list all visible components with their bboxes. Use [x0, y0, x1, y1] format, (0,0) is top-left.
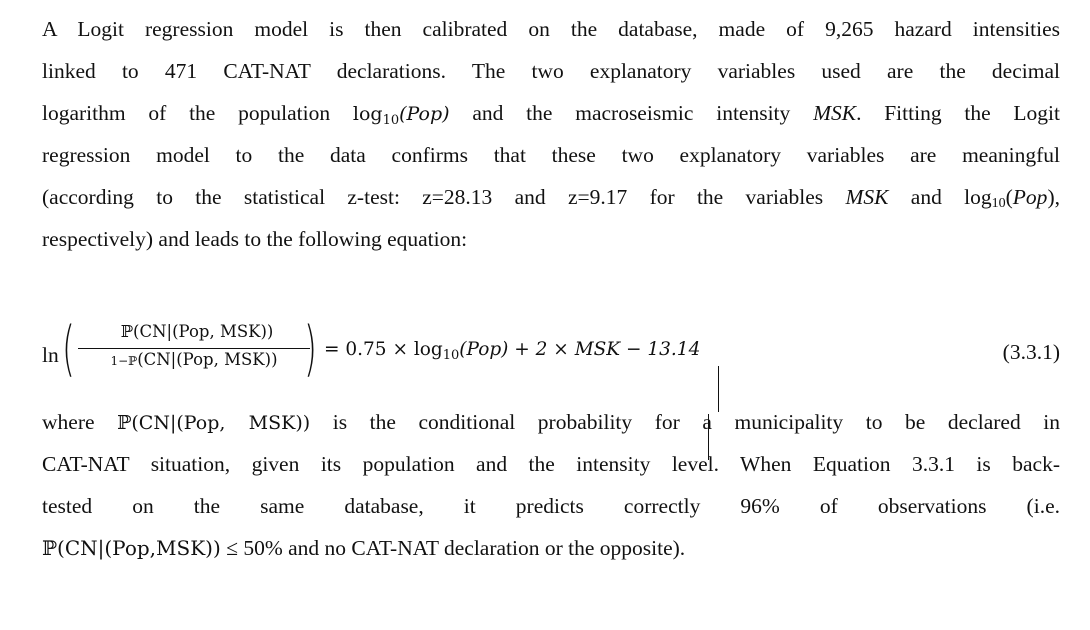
equation-fraction-bar	[78, 348, 310, 349]
equation-rhs: = 0.75 × log10(Pop) + 2 × MSK − 13.14	[324, 339, 700, 363]
paragraph1-line4: regression model to the data confirms th…	[42, 143, 1060, 167]
equation-ln: ln	[42, 343, 59, 367]
text-cursor-line	[718, 366, 719, 412]
paragraph1-line5: (according to the statistical z-test: z=…	[42, 182, 1060, 219]
paragraph1-line3-text-a: logarithm of the population	[42, 101, 353, 125]
equation-number: (3.3.1)	[1002, 340, 1060, 364]
paragraph1-line3: logarithm of the population log10(Pop) a…	[42, 98, 1060, 136]
conditional-probability-expr: ℙ(CN|(Pop, MSK))	[117, 412, 311, 434]
probability-expr-2: ℙ(CN|(Pop,MSK))	[42, 536, 221, 560]
equation-3-3-1: ln ( ℙ(CN|(Pop, MSK)) 1−ℙ(CN|(Pop, MSK))…	[42, 314, 1060, 390]
equation-numerator: ℙ(CN|(Pop, MSK))	[120, 322, 274, 341]
pop-variable: (Pop)	[399, 103, 450, 125]
paragraph1-line3-text-c: . Fitting the Logit	[856, 101, 1060, 125]
equation-denominator-body: (CN|(Pop, MSK))	[137, 350, 278, 369]
text-cursor-line-lower	[708, 414, 709, 460]
paragraph2-line2: CAT-NAT situation, given its population …	[42, 452, 1060, 476]
msk-variable: MSK	[813, 101, 857, 125]
equation-denominator: 1−ℙ(CN|(Pop, MSK))	[78, 350, 310, 369]
paragraph2-line4-text-b: ≤ 50% and no CAT-NAT declaration or the …	[220, 536, 686, 560]
paren-close: ),	[1047, 185, 1060, 209]
log-symbol: log	[352, 103, 383, 125]
equation-rhs-a: = 0.75 × log	[324, 339, 443, 360]
paragraph1-line1: A Logit regression model is then calibra…	[42, 17, 1060, 41]
log-subscript-2: 10	[991, 196, 1006, 211]
paragraph1-line2: linked to 471 CAT-NAT declarations. The …	[42, 59, 1060, 83]
equation-denominator-prefix: 1−ℙ	[110, 354, 138, 368]
paren-open: (	[1005, 185, 1013, 209]
paragraph1-line5-text-b: and log	[888, 185, 992, 209]
paragraph2-line1-text-b: is the conditional probability for a mun…	[310, 410, 1060, 434]
paragraph2-line1: where ℙ(CN|(Pop, MSK)) is the conditiona…	[42, 407, 1060, 438]
equation-left-paren: (	[62, 314, 75, 384]
paragraph2-line1-text-a: where	[42, 410, 118, 434]
equation-rhs-subscript: 10	[442, 348, 460, 363]
equation-right-paren: )	[304, 314, 317, 384]
pop-variable-2: Pop	[1012, 185, 1048, 209]
log-subscript: 10	[382, 113, 400, 128]
paragraph2-line4: ℙ(CN|(Pop,MSK)) ≤ 50% and no CAT-NAT dec…	[42, 533, 1060, 563]
paragraph2-line3: tested on the same database, it predicts…	[42, 494, 1060, 518]
paragraph1-line6: respectively) and leads to the following…	[42, 227, 468, 251]
paragraph1-line3-text-b: and the macroseismic intensity	[449, 101, 814, 125]
paragraph1-line5-text-a: (according to the statistical z-test: z=…	[42, 185, 846, 209]
equation-rhs-b: (Pop) + 2 × MSK − 13.14	[459, 339, 701, 360]
msk-variable-2: MSK	[845, 185, 889, 209]
